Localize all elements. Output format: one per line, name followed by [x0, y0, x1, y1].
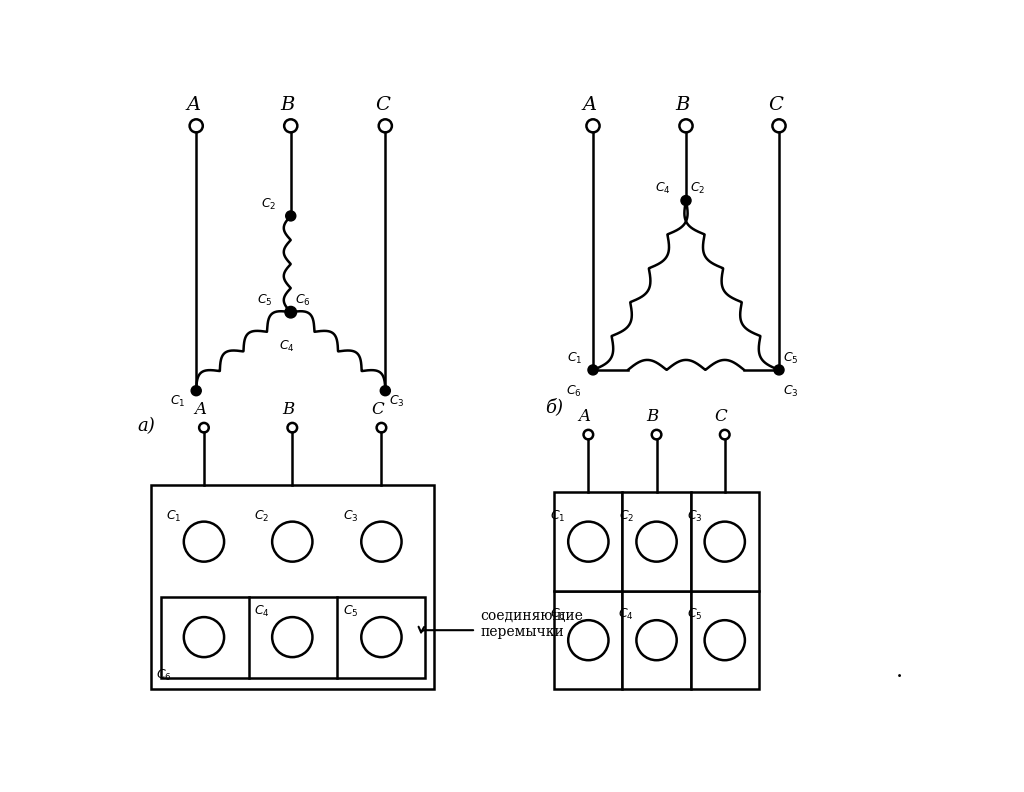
Circle shape: [681, 196, 691, 206]
Text: $C_4$: $C_4$: [254, 604, 270, 619]
Text: $C_2$: $C_2$: [255, 508, 270, 524]
Text: $C_1$: $C_1$: [170, 394, 185, 409]
Bar: [690, 493, 759, 591]
Text: A: A: [583, 96, 597, 113]
Text: $C_2$: $C_2$: [618, 508, 634, 524]
Text: B: B: [283, 402, 295, 418]
Text: B: B: [281, 96, 295, 113]
Text: C: C: [371, 402, 384, 418]
Bar: [152, 485, 434, 690]
Text: $C_3$: $C_3$: [389, 394, 404, 409]
Text: $C_1$: $C_1$: [551, 508, 566, 524]
Text: C: C: [375, 96, 390, 113]
Text: б): б): [545, 398, 563, 417]
Circle shape: [191, 386, 202, 396]
Text: $C_5$: $C_5$: [257, 292, 272, 307]
Circle shape: [286, 211, 296, 221]
Text: соединяющие
перемычки: соединяющие перемычки: [480, 609, 584, 639]
Bar: [161, 597, 425, 678]
Circle shape: [380, 386, 390, 396]
Text: $C_3$: $C_3$: [783, 384, 799, 399]
Text: $C_5$: $C_5$: [343, 604, 359, 619]
Circle shape: [774, 365, 784, 375]
Text: $C_3$: $C_3$: [687, 508, 702, 524]
Text: C: C: [768, 96, 783, 113]
Text: B: B: [646, 409, 658, 425]
Circle shape: [588, 365, 598, 375]
Text: $C_6$: $C_6$: [550, 607, 566, 623]
Text: A: A: [579, 409, 591, 425]
Text: а): а): [137, 417, 155, 436]
Bar: [690, 591, 759, 690]
Text: $C_4$: $C_4$: [654, 181, 671, 196]
Text: $C_3$: $C_3$: [343, 508, 359, 524]
Text: $C_1$: $C_1$: [166, 508, 181, 524]
Text: C: C: [715, 409, 727, 425]
Bar: [623, 591, 690, 690]
Text: $C_1$: $C_1$: [566, 351, 583, 366]
Text: $C_5$: $C_5$: [783, 351, 799, 366]
Circle shape: [285, 307, 297, 318]
Bar: [554, 493, 623, 591]
Text: $C_2$: $C_2$: [690, 181, 706, 196]
Text: A: A: [186, 96, 200, 113]
Text: $C_5$: $C_5$: [687, 607, 702, 623]
Text: $C_4$: $C_4$: [279, 339, 295, 354]
Text: $C_6$: $C_6$: [566, 384, 583, 399]
Text: $C_6$: $C_6$: [156, 668, 172, 683]
Text: B: B: [676, 96, 690, 113]
Text: $C_6$: $C_6$: [295, 292, 310, 307]
Text: .: .: [896, 660, 903, 682]
Bar: [554, 591, 623, 690]
Text: $C_4$: $C_4$: [618, 607, 634, 623]
Text: $C_2$: $C_2$: [261, 197, 276, 212]
Text: A: A: [195, 402, 206, 418]
Bar: [623, 493, 690, 591]
